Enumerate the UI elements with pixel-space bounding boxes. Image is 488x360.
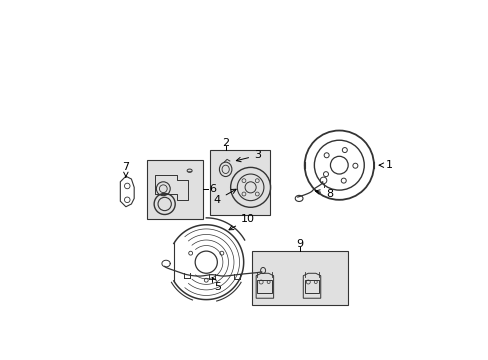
Text: 1: 1: [378, 160, 392, 170]
Text: 6: 6: [209, 184, 216, 194]
Text: 4: 4: [213, 189, 236, 205]
FancyBboxPatch shape: [146, 159, 203, 219]
Text: 9: 9: [296, 239, 303, 249]
FancyBboxPatch shape: [210, 150, 269, 215]
Text: 2: 2: [222, 138, 229, 148]
Text: 7: 7: [122, 162, 129, 177]
FancyBboxPatch shape: [251, 251, 347, 305]
Text: 10: 10: [228, 214, 254, 230]
Text: 8: 8: [315, 189, 332, 199]
Text: 5: 5: [212, 278, 221, 292]
Text: 3: 3: [236, 150, 261, 162]
